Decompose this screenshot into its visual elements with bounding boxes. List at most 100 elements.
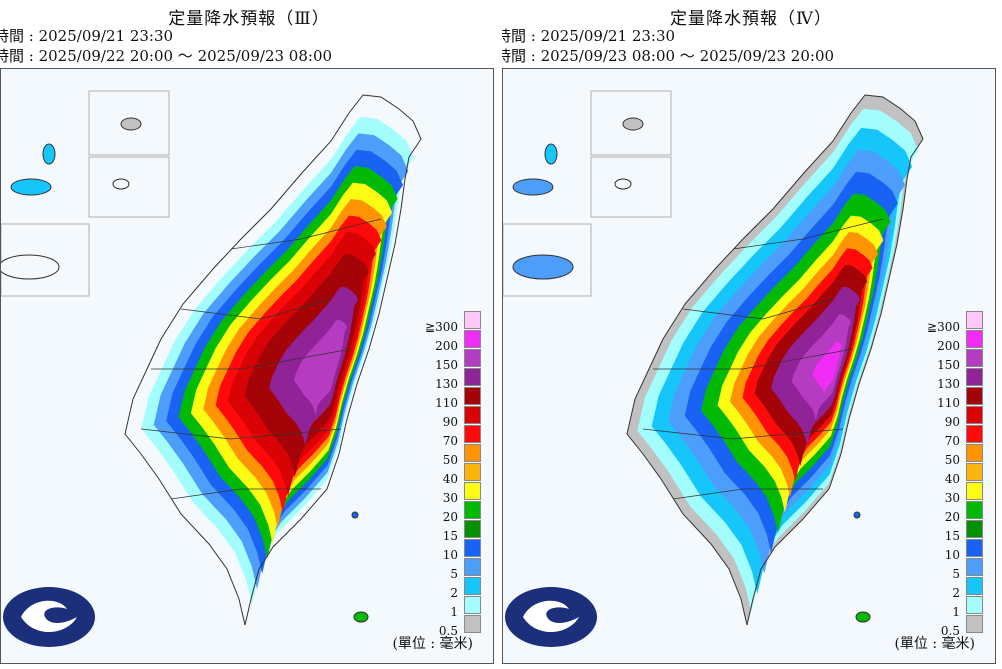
county-boundary	[170, 488, 321, 500]
island-ludao	[351, 511, 359, 519]
legend-swatch	[464, 349, 481, 367]
legend-swatch	[966, 482, 983, 500]
issue-time: 時間 : 2025/09/21 23:30	[502, 27, 676, 45]
legend-swatch	[464, 615, 481, 633]
legend-label: 40	[442, 472, 458, 486]
legend-swatch	[464, 539, 481, 557]
county-boundary	[672, 488, 823, 500]
cwa-logo-icon	[505, 587, 597, 647]
legend-label: 10	[944, 548, 960, 562]
legend-label: 150	[435, 358, 458, 372]
legend-swatch	[966, 311, 983, 329]
panel-title: 定量降水預報（Ⅳ）	[670, 9, 832, 29]
legend-swatch	[966, 387, 983, 405]
legend-swatch	[464, 406, 481, 424]
cwa-logo-icon	[3, 587, 95, 647]
legend-label: 20	[944, 510, 960, 524]
legend-label: 50	[944, 453, 960, 467]
issue-time: 時間 : 2025/09/21 23:30	[0, 27, 174, 45]
legend-label: 20	[442, 510, 458, 524]
inset-frame	[590, 156, 672, 218]
county-boundary	[180, 298, 332, 320]
legend-swatch	[464, 463, 481, 481]
logo-swirl	[21, 600, 77, 633]
island-inset	[120, 117, 142, 131]
legend-label: 0.5	[940, 624, 960, 638]
unit-label: (單位 : 毫米)	[894, 636, 975, 652]
valid-period: 時間 : 2025/09/22 20:00 ～ 2025/09/23 08:00	[0, 47, 333, 65]
county-boundary	[682, 298, 834, 320]
island-penghu	[10, 178, 52, 196]
legend-swatch	[966, 406, 983, 424]
legend-label: 110	[435, 396, 458, 410]
legend-swatch	[464, 444, 481, 462]
legend-swatch	[966, 558, 983, 576]
coastline	[626, 94, 924, 626]
legend-label: 5	[450, 567, 458, 581]
forecast-panel-iii: 定量降水預報（Ⅲ） 時間 : 2025/09/21 23:30 時間 : 202…	[0, 0, 498, 669]
legend-swatch	[464, 520, 481, 538]
county-boundary	[732, 218, 884, 250]
map-svg	[503, 90, 924, 647]
legend-label: 2	[952, 586, 960, 600]
legend-label: 200	[435, 339, 458, 353]
panel-title: 定量降水預報（Ⅲ）	[168, 9, 330, 29]
county-boundary	[653, 348, 854, 370]
legend-swatch	[464, 577, 481, 595]
legend-swatch	[464, 482, 481, 500]
legend-swatch	[966, 349, 983, 367]
legend-swatch	[966, 615, 983, 633]
rainfall-map: ≧300 200 150 130 110 90 70 50 40 30 20 15 10 5 2 1 0.5 (…	[0, 68, 494, 664]
legend-label: 5	[952, 567, 960, 581]
logo-ellipse	[505, 587, 597, 647]
map-svg	[1, 90, 422, 647]
legend-label: 50	[442, 453, 458, 467]
inset-frame	[88, 90, 170, 156]
legend-label: 30	[442, 491, 458, 505]
legend-label: 110	[937, 396, 960, 410]
forecast-panel-iv: 定量降水預報（Ⅳ） 時間 : 2025/09/21 23:30 時間 : 202…	[502, 0, 1000, 669]
legend-label: 40	[944, 472, 960, 486]
county-boundary	[151, 348, 352, 370]
inset-frame	[590, 90, 672, 156]
island-lanyu	[855, 611, 871, 623]
rainfall-band	[812, 341, 842, 395]
legend-label: 1	[450, 605, 458, 619]
island-inset	[112, 178, 130, 190]
legend-label: 0.5	[438, 624, 458, 638]
legend-swatch	[966, 463, 983, 481]
legend-swatch	[464, 425, 481, 443]
legend-label: 15	[944, 529, 960, 543]
island-inset	[622, 117, 644, 131]
inset-frame	[88, 156, 170, 218]
unit-label: (單位 : 毫米)	[392, 636, 473, 652]
legend-swatch	[464, 311, 481, 329]
logo-ellipse	[3, 587, 95, 647]
legend-label: ≧300	[927, 320, 960, 334]
coastline	[124, 94, 422, 626]
legend-label: 70	[944, 434, 960, 448]
legend-label: 30	[944, 491, 960, 505]
legend-label: 130	[435, 377, 458, 391]
legend-swatch	[966, 444, 983, 462]
island-kinmen	[42, 143, 56, 165]
island-kinmen	[544, 143, 558, 165]
logo-swirl	[523, 600, 579, 633]
legend-label: 2	[450, 586, 458, 600]
rainfall-map: ≧300 200 150 130 110 90 70 50 40 30 20 15 10 5 2 1 0.5 (…	[502, 68, 996, 664]
legend-swatch	[464, 558, 481, 576]
legend-swatch	[966, 425, 983, 443]
legend-label: 70	[442, 434, 458, 448]
legend-swatch	[966, 330, 983, 348]
legend-swatch	[464, 330, 481, 348]
legend-label: ≧300	[425, 320, 458, 334]
county-boundary	[140, 428, 342, 440]
legend-label: 1	[952, 605, 960, 619]
island-penghu	[512, 178, 554, 196]
legend-label: 90	[442, 415, 458, 429]
legend-label: 130	[937, 377, 960, 391]
legend-label: 150	[937, 358, 960, 372]
island-matsu	[1, 254, 60, 280]
legend-swatch	[966, 596, 983, 614]
legend-swatch	[966, 501, 983, 519]
